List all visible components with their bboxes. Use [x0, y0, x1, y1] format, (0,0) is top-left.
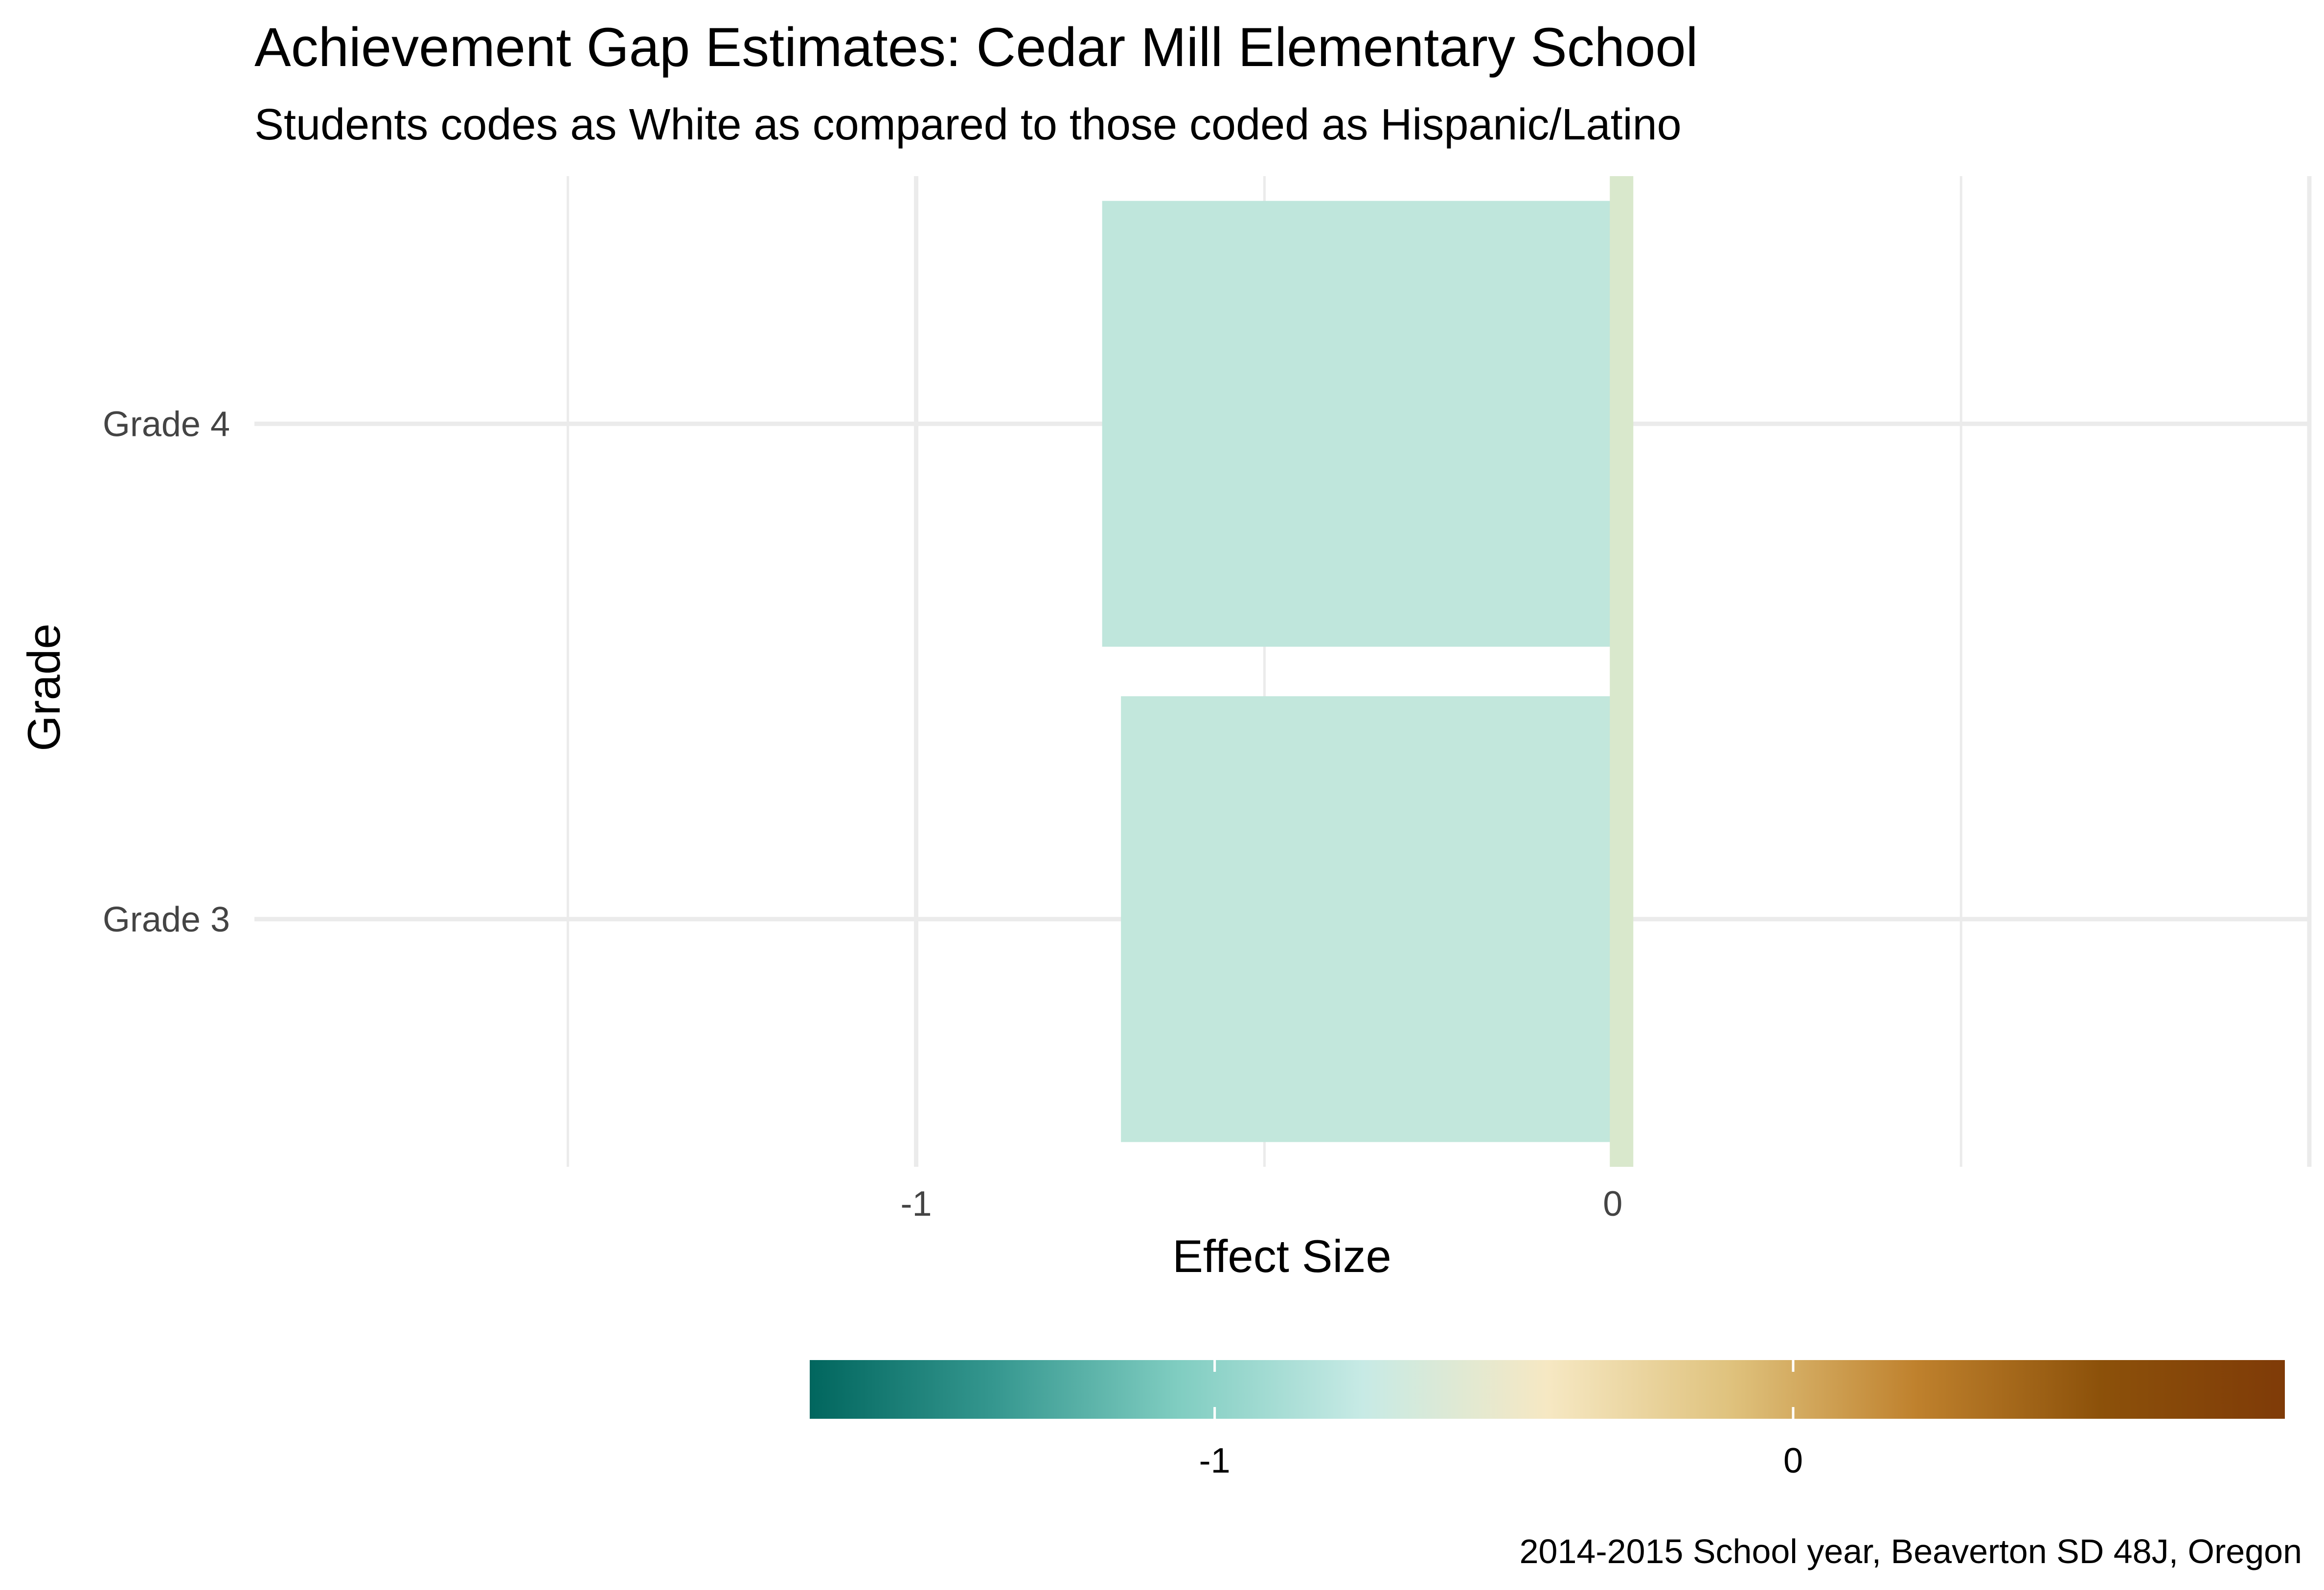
y-tick-labels: Grade 4 Grade 3 — [103, 405, 230, 939]
x-axis-title: Effect Size — [1172, 1230, 1391, 1282]
x-tick-labels: -1 0 — [901, 1184, 1623, 1224]
bar-grade-3 — [1121, 696, 1613, 1142]
chart-subtitle: Students codes as White as compared to t… — [254, 100, 1682, 149]
colorbar-gradient — [810, 1360, 2285, 1419]
x-tick-label: -1 — [901, 1184, 932, 1224]
y-axis-title: Grade — [18, 623, 69, 751]
colorbar-tick-label: 0 — [1783, 1441, 1803, 1480]
caption: 2014-2015 School year, Beaverton SD 48J,… — [1520, 1532, 2302, 1570]
bar-grade-4 — [1102, 201, 1613, 647]
y-tick-label: Grade 4 — [103, 405, 230, 444]
chart-title: Achievement Gap Estimates: Cedar Mill El… — [254, 17, 1698, 78]
colorbar-legend: -1 0 — [810, 1360, 2285, 1480]
y-tick-label: Grade 3 — [103, 900, 230, 939]
bars — [1102, 176, 1634, 1167]
colorbar-tick-label: -1 — [1199, 1441, 1230, 1480]
x-tick-label: 0 — [1603, 1184, 1622, 1224]
zero-marker — [1610, 176, 1634, 1167]
